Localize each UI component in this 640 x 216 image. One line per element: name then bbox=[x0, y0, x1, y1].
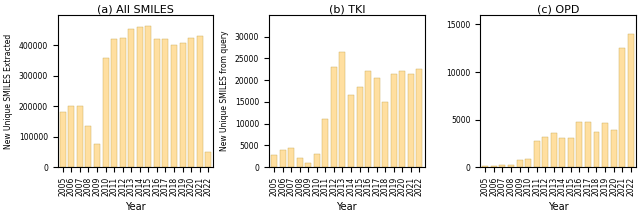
Bar bbox=[180, 43, 186, 167]
Bar bbox=[102, 58, 109, 167]
Bar bbox=[525, 159, 531, 167]
Bar bbox=[568, 138, 574, 167]
Bar bbox=[365, 71, 371, 167]
Bar bbox=[77, 106, 83, 167]
Bar bbox=[314, 154, 320, 167]
Bar bbox=[499, 165, 506, 167]
X-axis label: Year: Year bbox=[548, 202, 568, 212]
Bar bbox=[417, 69, 422, 167]
Bar bbox=[382, 102, 388, 167]
Bar bbox=[491, 166, 497, 167]
Bar bbox=[145, 26, 151, 167]
Bar bbox=[154, 39, 160, 167]
Bar bbox=[348, 95, 354, 167]
Bar bbox=[60, 112, 66, 167]
Bar bbox=[516, 160, 522, 167]
Bar bbox=[374, 78, 380, 167]
Bar bbox=[593, 132, 600, 167]
Bar bbox=[205, 152, 211, 167]
Bar bbox=[619, 48, 625, 167]
Bar bbox=[356, 87, 363, 167]
Title: (b) TKI: (b) TKI bbox=[328, 4, 365, 14]
Bar bbox=[534, 141, 540, 167]
X-axis label: Year: Year bbox=[125, 202, 146, 212]
Bar bbox=[483, 166, 488, 167]
Bar bbox=[559, 138, 565, 167]
Bar bbox=[323, 119, 328, 167]
Bar bbox=[68, 106, 74, 167]
Bar bbox=[120, 38, 125, 167]
Bar bbox=[628, 34, 634, 167]
Bar bbox=[280, 150, 285, 167]
Bar bbox=[602, 123, 608, 167]
Bar bbox=[128, 29, 134, 167]
X-axis label: Year: Year bbox=[337, 202, 357, 212]
Bar bbox=[611, 130, 616, 167]
Bar bbox=[288, 148, 294, 167]
Bar bbox=[297, 158, 303, 167]
Bar bbox=[171, 45, 177, 167]
Bar bbox=[111, 39, 117, 167]
Bar bbox=[271, 155, 277, 167]
Title: (a) All SMILES: (a) All SMILES bbox=[97, 4, 174, 14]
Bar bbox=[339, 52, 346, 167]
Bar bbox=[508, 165, 514, 167]
Bar bbox=[408, 74, 414, 167]
Bar bbox=[331, 67, 337, 167]
Bar bbox=[391, 74, 397, 167]
Y-axis label: New Unique SMILES Extracted: New Unique SMILES Extracted bbox=[4, 33, 13, 149]
Bar bbox=[137, 27, 143, 167]
Title: (c) OPD: (c) OPD bbox=[537, 4, 579, 14]
Bar bbox=[542, 137, 548, 167]
Bar bbox=[585, 122, 591, 167]
Bar bbox=[577, 122, 582, 167]
Bar bbox=[94, 144, 100, 167]
Bar bbox=[163, 39, 168, 167]
Bar bbox=[305, 163, 311, 167]
Bar bbox=[399, 71, 405, 167]
Y-axis label: New Unique SMILES from query: New Unique SMILES from query bbox=[220, 31, 229, 151]
Bar bbox=[196, 36, 203, 167]
Bar bbox=[86, 126, 92, 167]
Bar bbox=[188, 38, 194, 167]
Bar bbox=[551, 133, 557, 167]
